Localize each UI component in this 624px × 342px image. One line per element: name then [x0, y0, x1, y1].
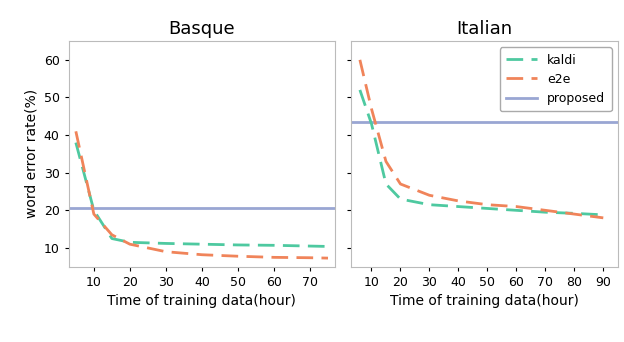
- e2e: [306, 256, 314, 260]
- kaldi: [512, 208, 520, 212]
- kaldi: [270, 243, 278, 247]
- e2e: [484, 202, 491, 207]
- e2e: [270, 255, 278, 260]
- e2e: [542, 208, 549, 212]
- kaldi: [90, 208, 97, 212]
- e2e: [383, 159, 390, 163]
- Title: Basque: Basque: [168, 20, 235, 38]
- Title: Italian: Italian: [456, 20, 512, 38]
- proposed: [54, 207, 62, 211]
- e2e: [512, 205, 520, 209]
- kaldi: [484, 207, 491, 211]
- e2e: [126, 242, 134, 246]
- e2e: [356, 58, 364, 62]
- e2e: [397, 182, 404, 186]
- Line: kaldi: kaldi: [76, 143, 328, 247]
- X-axis label: Time of training data(hour): Time of training data(hour): [107, 294, 296, 308]
- e2e: [234, 254, 241, 258]
- Line: e2e: e2e: [360, 60, 603, 218]
- kaldi: [198, 242, 206, 246]
- Legend: kaldi, e2e, proposed: kaldi, e2e, proposed: [500, 47, 612, 111]
- e2e: [324, 256, 332, 260]
- kaldi: [455, 205, 462, 209]
- kaldi: [383, 182, 390, 186]
- Line: kaldi: kaldi: [360, 90, 603, 215]
- e2e: [455, 199, 462, 203]
- kaldi: [356, 88, 364, 92]
- e2e: [162, 250, 170, 254]
- X-axis label: Time of training data(hour): Time of training data(hour): [390, 294, 579, 308]
- proposed: [339, 120, 346, 124]
- kaldi: [426, 202, 433, 207]
- kaldi: [306, 244, 314, 248]
- kaldi: [234, 243, 241, 247]
- kaldi: [397, 197, 404, 201]
- e2e: [600, 216, 607, 220]
- kaldi: [324, 245, 332, 249]
- e2e: [426, 193, 433, 197]
- e2e: [108, 233, 115, 237]
- kaldi: [570, 211, 578, 215]
- proposed: [57, 207, 65, 211]
- Line: e2e: e2e: [76, 131, 328, 258]
- kaldi: [542, 210, 549, 214]
- proposed: [342, 120, 349, 124]
- kaldi: [368, 122, 375, 126]
- Y-axis label: word error rate(%): word error rate(%): [24, 89, 38, 219]
- kaldi: [126, 240, 134, 244]
- kaldi: [600, 213, 607, 217]
- e2e: [368, 107, 375, 111]
- kaldi: [162, 241, 170, 246]
- kaldi: [108, 237, 115, 241]
- e2e: [72, 129, 80, 133]
- e2e: [570, 212, 578, 216]
- e2e: [90, 212, 97, 216]
- e2e: [198, 253, 206, 257]
- kaldi: [72, 141, 80, 145]
